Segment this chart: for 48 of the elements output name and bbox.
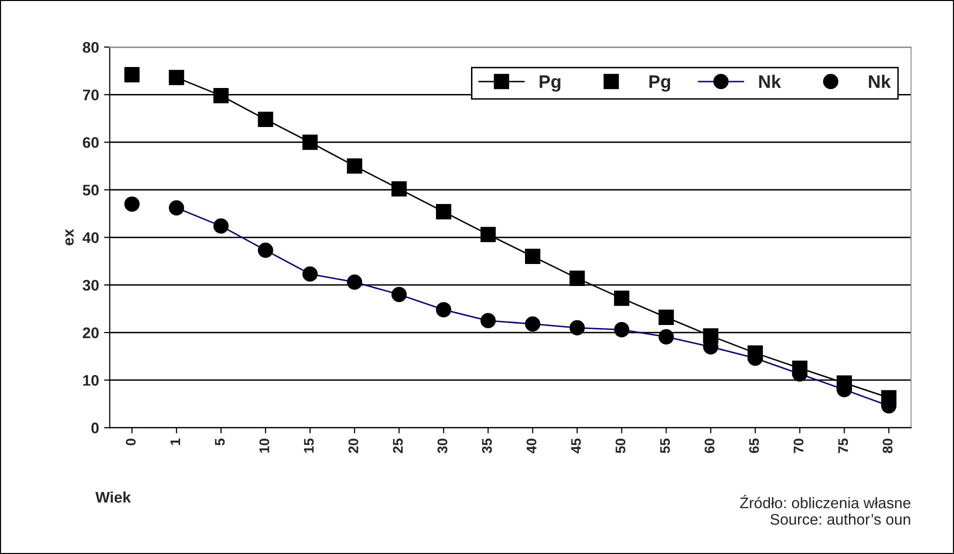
point	[302, 134, 318, 150]
legend-label: Pg	[540, 75, 560, 92]
x-tick-label: 50	[616, 438, 626, 454]
legend-label: Nk	[868, 74, 891, 88]
x-tick-label: 0	[126, 438, 136, 446]
y-tick-label: 20	[82, 327, 99, 338]
y-tick-label: 60	[82, 137, 99, 148]
y-tick-label: 80	[82, 42, 99, 53]
point	[436, 204, 452, 220]
x-tick-label: 35	[482, 438, 492, 454]
y-tick-label: 10	[83, 374, 99, 386]
x-tick-label: 1	[170, 438, 180, 445]
y-axis-title: ex	[65, 229, 74, 246]
x-tick-label: 70	[794, 438, 804, 453]
x-tick-label: 45	[571, 438, 581, 454]
point	[124, 67, 140, 82]
x-tick-label: 55	[660, 438, 670, 454]
x-tick-label: 75	[838, 438, 848, 453]
x-axis-title: Wiek	[95, 491, 131, 503]
y-tick-label: 40	[82, 232, 99, 244]
point	[658, 310, 674, 325]
x-tick-label: 60	[704, 438, 714, 454]
point	[614, 290, 630, 306]
point	[391, 181, 407, 196]
x-tick-label: 10	[259, 438, 270, 453]
legend-label: Nk	[759, 74, 782, 88]
x-tick-label: 80	[882, 438, 893, 454]
x-tick-label: 20	[348, 438, 358, 454]
point	[124, 196, 140, 212]
point	[480, 226, 496, 242]
x-tick-label: 25	[392, 438, 403, 454]
point	[213, 88, 229, 104]
point	[258, 112, 274, 128]
point	[168, 70, 184, 86]
x-tick-label: 5	[215, 438, 225, 446]
x-tick-label: 30	[438, 438, 448, 454]
y-tick-label: 30	[82, 280, 99, 291]
legend-label: Pg	[649, 75, 670, 92]
x-tick-label: 40	[526, 438, 536, 454]
point	[525, 248, 540, 264]
y-tick-label: 50	[82, 184, 99, 196]
x-tick-label: 15	[304, 438, 314, 453]
x-tick-label: 65	[749, 438, 759, 454]
text: Źródło: obliczenia własne Source: author’s oun	[740, 494, 910, 525]
y-tick-label: 70	[82, 90, 99, 100]
y-tick-label: 0	[91, 422, 99, 434]
point	[570, 270, 585, 286]
point	[346, 158, 362, 174]
